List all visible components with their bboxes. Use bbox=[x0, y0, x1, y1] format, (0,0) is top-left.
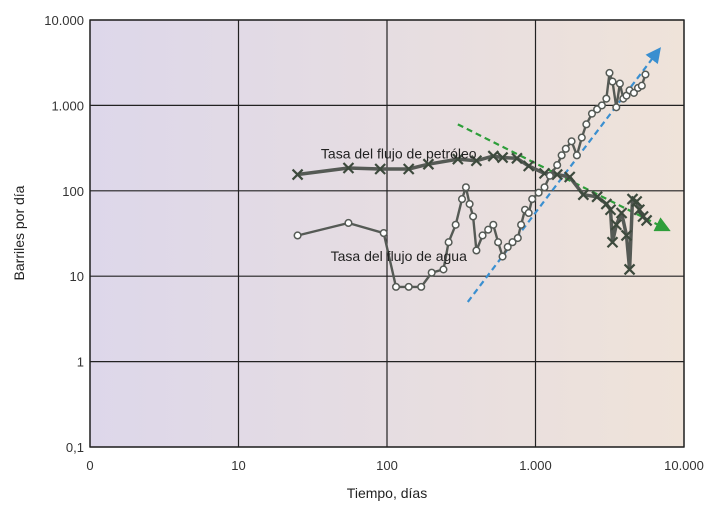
water-data-point bbox=[528, 195, 537, 204]
y-tick-label: 1 bbox=[77, 355, 84, 370]
water-data-point bbox=[461, 183, 470, 192]
water-data-point bbox=[612, 103, 621, 112]
water-data-point bbox=[553, 161, 562, 170]
oil-data-point bbox=[511, 152, 523, 165]
water-data-point bbox=[608, 77, 617, 86]
water-data-point bbox=[615, 79, 624, 88]
water-data-point bbox=[417, 282, 426, 291]
oil-data-point bbox=[615, 207, 628, 219]
water-series bbox=[293, 68, 650, 291]
oil-series-line bbox=[297, 154, 648, 272]
oil-data-point bbox=[291, 168, 304, 181]
oil-data-point bbox=[633, 203, 646, 216]
water-data-point bbox=[517, 220, 526, 229]
water-data-point bbox=[577, 133, 586, 142]
y-tick-label: 100 bbox=[62, 184, 84, 199]
water-data-point bbox=[587, 109, 597, 118]
water-data-point bbox=[344, 218, 353, 228]
water-data-point bbox=[641, 70, 650, 79]
water-data-point bbox=[629, 88, 638, 97]
x-tick-label: 10 bbox=[231, 458, 245, 473]
oil-series bbox=[291, 150, 653, 276]
water-data-point bbox=[457, 195, 467, 204]
oil-data-point bbox=[606, 236, 619, 248]
y-tick-label: 10 bbox=[70, 269, 84, 284]
oil-data-point bbox=[422, 158, 435, 170]
water-data-point bbox=[545, 171, 554, 180]
water-data-point bbox=[557, 151, 566, 160]
water-data-point bbox=[513, 233, 522, 243]
water-data-point bbox=[567, 137, 576, 146]
oil-flow-label: Tasa del flujo de petróleo bbox=[321, 145, 477, 161]
annotations: Tasa del flujo de petróleo Tasa del flujo… bbox=[321, 145, 477, 264]
oil-data-point bbox=[470, 154, 483, 167]
x-tick-label: 1.000 bbox=[519, 458, 552, 473]
oil-data-point bbox=[402, 163, 415, 175]
water-data-point bbox=[524, 208, 533, 218]
water-data-point bbox=[465, 199, 474, 209]
water-data-point bbox=[605, 68, 614, 77]
oil-data-point bbox=[620, 229, 633, 242]
oil-data-point bbox=[630, 195, 643, 208]
water-data-point bbox=[582, 120, 591, 129]
oil-data-point bbox=[604, 203, 617, 216]
water-data-point bbox=[391, 282, 401, 291]
y-tick-label: 10.000 bbox=[44, 13, 84, 28]
water-data-point bbox=[439, 265, 448, 274]
water-data-point bbox=[427, 268, 436, 277]
y-tick-label: 1.000 bbox=[51, 98, 84, 113]
water-data-point bbox=[379, 229, 388, 238]
water-data-point bbox=[444, 238, 453, 247]
water-data-point bbox=[637, 81, 646, 90]
water-data-point bbox=[293, 231, 302, 240]
water-data-point bbox=[561, 144, 570, 153]
x-axis-ticks: 0 10 100 1.000 10.000 bbox=[86, 458, 704, 473]
x-tick-label: 100 bbox=[376, 458, 398, 473]
water-data-point bbox=[503, 242, 512, 252]
oil-data-point bbox=[610, 219, 623, 231]
oil-data-point bbox=[640, 214, 653, 227]
oil-data-point bbox=[452, 153, 464, 165]
water-data-point bbox=[404, 282, 413, 291]
water-data-point bbox=[478, 231, 487, 240]
water-series-line bbox=[297, 71, 647, 289]
oil-data-point bbox=[591, 191, 603, 203]
oil-data-point bbox=[342, 162, 355, 174]
oil-data-point bbox=[496, 151, 509, 164]
plot-frame bbox=[89, 19, 685, 448]
oil-data-point bbox=[522, 160, 535, 172]
x-tick-label: 10.000 bbox=[664, 458, 704, 473]
water-data-point bbox=[498, 252, 507, 261]
water-flow-label: Tasa del flujo de agua bbox=[331, 248, 467, 264]
water-data-point bbox=[602, 94, 611, 103]
water-data-point bbox=[451, 220, 460, 229]
y-axis-ticks: 0,1 1 10 100 1.000 10.000 bbox=[44, 13, 84, 455]
series-group bbox=[291, 68, 653, 291]
oil-data-point bbox=[563, 171, 576, 183]
water-data-point bbox=[489, 220, 498, 229]
x-axis-title: Tiempo, días bbox=[347, 485, 427, 501]
oil-data-point bbox=[623, 263, 636, 276]
oil-data-point bbox=[577, 188, 590, 201]
water-data-point bbox=[469, 212, 478, 221]
oil-data-point bbox=[374, 163, 386, 175]
water-data-point bbox=[572, 151, 581, 160]
oil-data-point bbox=[487, 150, 500, 162]
y-tick-label: 0,1 bbox=[66, 440, 84, 455]
water-data-point bbox=[508, 238, 517, 247]
water-data-point bbox=[472, 246, 481, 255]
x-tick-label: 0 bbox=[86, 458, 93, 473]
water-data-point bbox=[534, 188, 543, 197]
water-data-point bbox=[597, 101, 606, 110]
water-data-point bbox=[494, 238, 503, 247]
water-data-point bbox=[540, 183, 549, 192]
y-axis-title: Barriles por día bbox=[11, 185, 27, 280]
water-data-point bbox=[484, 225, 493, 234]
